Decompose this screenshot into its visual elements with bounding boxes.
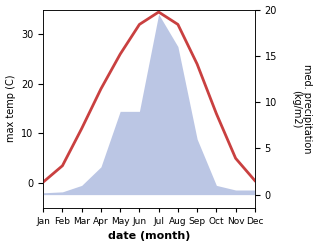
Y-axis label: med. precipitation
(kg/m2): med. precipitation (kg/m2) <box>291 64 313 153</box>
X-axis label: date (month): date (month) <box>108 231 190 242</box>
Y-axis label: max temp (C): max temp (C) <box>5 75 16 143</box>
